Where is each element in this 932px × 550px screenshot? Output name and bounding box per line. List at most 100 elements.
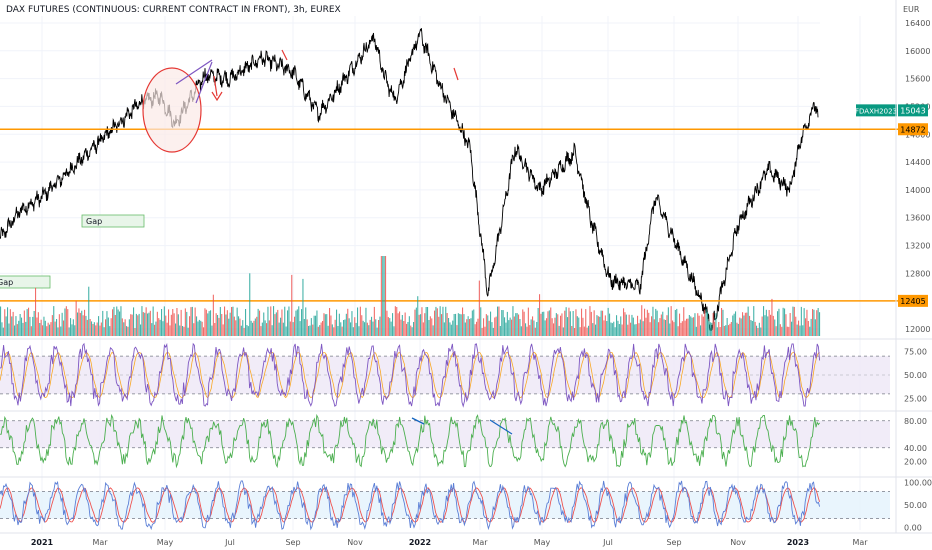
volume-bar [137, 315, 139, 336]
volume-bar [813, 309, 815, 336]
level-price-tag [898, 294, 928, 307]
last-price-label: 15043 [900, 106, 925, 115]
volume-bar [695, 326, 697, 336]
volume-bar [271, 325, 273, 336]
volume-bar [355, 322, 357, 336]
trendline-down [195, 61, 213, 104]
volume-bar [373, 306, 375, 336]
volume-bar [116, 306, 118, 336]
volume-bar [117, 309, 119, 336]
volume-bar [180, 309, 182, 336]
volume-bar [36, 317, 38, 336]
volume-bar [201, 321, 203, 336]
volume-bar [338, 313, 340, 336]
volume-bar [669, 323, 671, 336]
volume-bar [102, 310, 104, 336]
volume-bar [488, 320, 490, 336]
volume-bar [693, 317, 695, 336]
volume-bar [159, 319, 161, 336]
volume-bar [245, 309, 247, 336]
volume-bar [620, 316, 622, 336]
volume-bar [379, 316, 381, 336]
volume-bar [627, 324, 629, 336]
oscillator-axis-tick: 100.00 [904, 478, 932, 487]
volume-bar [40, 319, 42, 336]
volume-bar [784, 308, 786, 336]
volume-bar [161, 309, 163, 336]
volume-bar [795, 316, 797, 336]
volume-bar [635, 324, 637, 336]
volume-bar [520, 326, 522, 336]
volume-bar [168, 309, 170, 336]
volume-bar [648, 312, 650, 336]
volume-bar [728, 325, 730, 336]
oscillator-line [0, 480, 821, 531]
volume-bar [557, 314, 559, 336]
time-axis-tick: Mar [472, 538, 488, 547]
volume-bar [558, 325, 560, 336]
volume-bar [246, 325, 248, 336]
time-axis-tick: Sep [666, 538, 681, 547]
volume-bar [504, 317, 506, 336]
volume-bar [345, 313, 347, 336]
volume-bar [278, 322, 280, 336]
volume-bar [7, 307, 9, 336]
volume-bar [611, 323, 613, 336]
volume-bar [147, 313, 149, 336]
volume-bar [491, 322, 493, 336]
volume-bar [806, 309, 808, 336]
volume-bar [114, 315, 116, 336]
volume-bar [719, 327, 721, 336]
volume-bar [165, 315, 167, 336]
volume-bar [58, 314, 60, 336]
volume-bar [77, 312, 79, 336]
volume-bar [665, 320, 667, 336]
volume-bar [16, 324, 18, 336]
volume-bar [674, 310, 676, 336]
volume-bar [623, 308, 625, 336]
volume-bar [15, 316, 17, 336]
volume-bar [400, 319, 402, 336]
volume-bar [429, 316, 431, 336]
volume-bar [523, 311, 525, 336]
volume-bar [252, 322, 254, 336]
volume-bar [224, 306, 226, 336]
volume-bar [691, 317, 693, 336]
volume-bar [431, 318, 433, 336]
oscillator-axis-tick: 20.00 [904, 457, 927, 466]
volume-bar [12, 311, 14, 336]
volume-bar [602, 310, 604, 336]
volume-bar [287, 310, 289, 336]
volume-bar [701, 314, 703, 336]
volume-bar [478, 280, 480, 336]
volume-bar [176, 308, 178, 336]
volume-bar [750, 320, 752, 336]
volume-bar [446, 313, 448, 336]
volume-bar [299, 321, 301, 336]
volume-bar [37, 312, 39, 336]
volume-bar [404, 312, 406, 336]
gap-label: Gap [0, 278, 13, 287]
volume-bar [200, 320, 202, 336]
oscillator-line [0, 413, 820, 469]
volume-bar [683, 307, 685, 336]
volume-bar [274, 314, 276, 336]
volume-bar [782, 307, 784, 336]
volume-bar [100, 322, 102, 336]
volume-bar [46, 326, 48, 336]
volume-bar [371, 316, 373, 336]
chart-title: DAX FUTURES (CONTINUOUS: CURRENT CONTRAC… [6, 5, 341, 15]
price-axis-tick: 12000 [905, 325, 930, 334]
volume-bar [581, 308, 583, 336]
volume-bar [226, 310, 228, 336]
volume-bar [348, 318, 350, 336]
volume-bar [698, 315, 700, 336]
volume-bar [292, 322, 294, 336]
volume-bar [198, 319, 200, 336]
volume-bar [810, 318, 812, 336]
volume-bar [487, 315, 489, 336]
volume-bar [203, 327, 205, 336]
volume-bar [569, 311, 571, 336]
volume-bar [651, 316, 653, 336]
